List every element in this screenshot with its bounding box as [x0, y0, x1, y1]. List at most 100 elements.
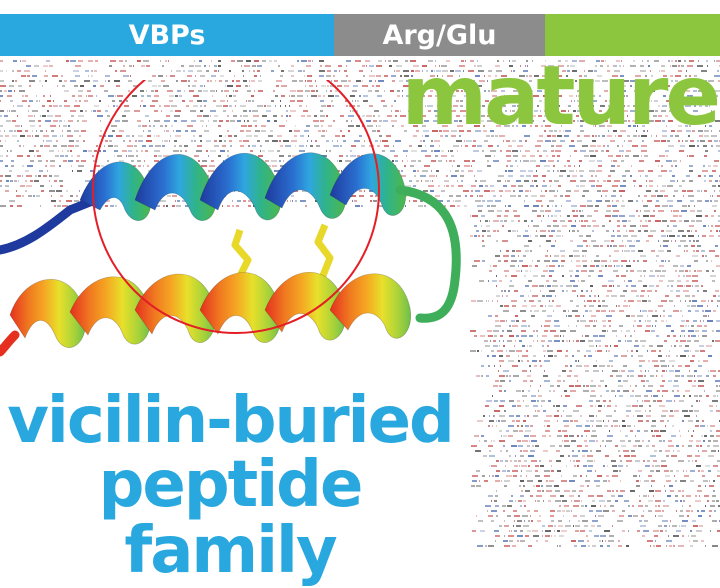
alignment-glyph: [618, 120, 621, 122]
alignment-glyph: [478, 520, 483, 522]
alignment-glyph: [665, 450, 670, 452]
alignment-glyph: [475, 450, 481, 452]
alignment-glyph: [435, 65, 436, 67]
alignment-glyph: [210, 115, 211, 117]
alignment-glyph: [549, 460, 552, 462]
alignment-glyph: [191, 130, 196, 132]
alignment-glyph: [240, 105, 246, 107]
alignment-glyph: [667, 235, 668, 237]
alignment-glyph: [680, 240, 686, 242]
alignment-glyph: [665, 425, 666, 427]
alignment-glyph: [590, 450, 592, 452]
alignment-glyph: [624, 300, 626, 302]
alignment-glyph: [174, 145, 176, 147]
alignment-glyph: [328, 125, 332, 127]
alignment-glyph: [14, 130, 16, 132]
alignment-glyph: [431, 160, 436, 162]
alignment-glyph: [473, 80, 475, 82]
alignment-glyph: [513, 430, 518, 432]
alignment-glyph: [335, 90, 338, 92]
alignment-glyph: [114, 155, 115, 157]
alignment-glyph: [304, 75, 305, 77]
alignment-glyph: [525, 270, 528, 272]
alignment-glyph: [176, 130, 181, 132]
alignment-glyph: [678, 125, 682, 127]
alignment-glyph: [573, 505, 579, 507]
alignment-glyph: [529, 440, 530, 442]
alignment-glyph: [521, 470, 522, 472]
alignment-glyph: [307, 115, 311, 117]
alignment-glyph: [17, 115, 18, 117]
alignment-glyph: [501, 75, 507, 77]
alignment-glyph: [684, 120, 689, 122]
alignment-glyph: [450, 205, 455, 207]
alignment-glyph: [576, 265, 581, 267]
alignment-glyph: [591, 315, 596, 317]
alignment-glyph: [53, 100, 54, 102]
alignment-glyph: [73, 70, 79, 72]
alignment-glyph: [596, 255, 599, 257]
alignment-glyph: [700, 115, 705, 117]
alignment-glyph: [667, 250, 671, 252]
alignment-glyph: [630, 430, 633, 432]
alignment-glyph: [507, 160, 511, 162]
alignment-glyph: [703, 480, 708, 482]
alignment-glyph: [587, 460, 593, 462]
alignment-glyph: [638, 195, 640, 197]
alignment-glyph: [623, 290, 627, 292]
alignment-glyph: [351, 145, 356, 147]
alignment-glyph: [488, 495, 493, 497]
alignment-glyph: [672, 425, 674, 427]
alignment-glyph: [149, 125, 151, 127]
alignment-glyph: [389, 65, 392, 67]
alignment-glyph: [342, 135, 345, 137]
alignment-glyph: [561, 125, 562, 127]
alignment-glyph: [70, 150, 72, 152]
alignment-glyph: [122, 150, 127, 152]
alignment-glyph: [251, 80, 255, 82]
alignment-glyph: [553, 165, 555, 167]
alignment-glyph: [423, 140, 425, 142]
alignment-glyph: [283, 160, 284, 162]
alignment-glyph: [163, 85, 169, 87]
alignment-glyph: [705, 105, 708, 107]
alignment-glyph: [204, 85, 205, 87]
alignment-glyph: [76, 140, 79, 142]
alignment-glyph: [570, 115, 571, 117]
alignment-glyph: [43, 135, 49, 137]
alignment-glyph: [604, 90, 608, 92]
alignment-glyph: [47, 100, 51, 102]
alignment-glyph: [215, 80, 216, 82]
alignment-glyph: [682, 85, 684, 87]
alignment-glyph: [187, 125, 193, 127]
alignment-glyph: [674, 305, 675, 307]
alignment-glyph: [580, 180, 586, 182]
alignment-glyph: [670, 490, 674, 492]
alignment-glyph: [359, 195, 364, 197]
alignment-glyph: [607, 545, 610, 547]
alignment-glyph: [464, 90, 467, 92]
alignment-glyph: [563, 130, 564, 132]
alignment-glyph: [475, 180, 477, 182]
alignment-glyph: [481, 350, 482, 352]
alignment-glyph: [394, 155, 398, 157]
alignment-glyph: [549, 235, 553, 237]
alignment-glyph: [606, 295, 609, 297]
alignment-glyph: [533, 205, 539, 207]
alignment-glyph: [711, 215, 714, 217]
alignment-glyph: [507, 340, 512, 342]
alignment-glyph: [384, 90, 385, 92]
alignment-glyph: [526, 350, 528, 352]
alignment-glyph: [523, 400, 524, 402]
alignment-glyph: [435, 95, 438, 97]
alignment-glyph: [589, 270, 594, 272]
alignment-glyph: [485, 220, 488, 222]
alignment-glyph: [673, 195, 675, 197]
alignment-glyph: [653, 400, 656, 402]
alignment-glyph: [643, 270, 646, 272]
alignment-glyph: [544, 115, 546, 117]
alignment-glyph: [542, 345, 544, 347]
alignment-glyph: [671, 80, 673, 82]
alignment-glyph: [619, 190, 625, 192]
alignment-glyph: [532, 530, 538, 532]
